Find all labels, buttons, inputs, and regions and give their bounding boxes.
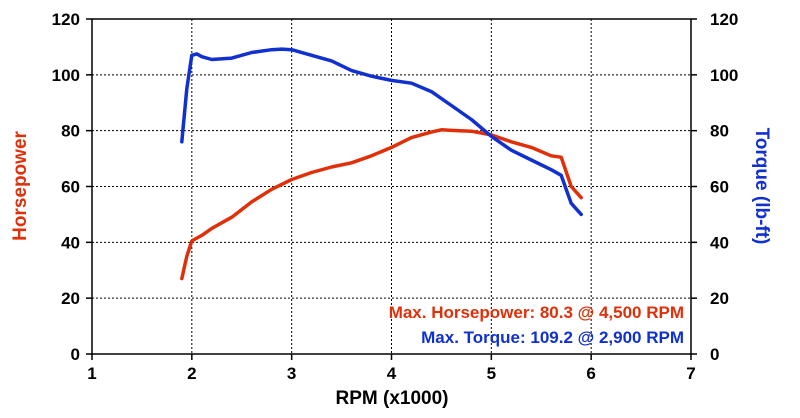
right-y-tick-label: 60 <box>710 178 729 197</box>
right-y-tick-labels: 0 20 40 60 80 100 120 <box>691 10 738 364</box>
series-lines <box>180 47 583 281</box>
x-tick-label: 6 <box>586 364 595 383</box>
left-y-tick-label: 20 <box>61 289 80 308</box>
x-tick-label: 2 <box>187 364 196 383</box>
x-tick-labels: 1 2 3 4 5 6 7 <box>87 354 696 383</box>
x-tick-label: 1 <box>87 364 96 383</box>
left-y-tick-label: 40 <box>61 233 80 252</box>
left-y-tick-label: 80 <box>61 122 80 141</box>
x-tick-label: 4 <box>387 364 397 383</box>
right-y-tick-label: 0 <box>710 345 719 364</box>
left-y-tick-labels: 0 20 40 60 80 100 120 <box>52 10 92 364</box>
left-y-axis-title: Horsepower <box>10 130 31 240</box>
left-y-tick-label: 120 <box>52 10 80 29</box>
right-y-tick-label: 120 <box>710 10 738 29</box>
torque-line <box>180 47 583 217</box>
x-tick-label: 3 <box>287 364 296 383</box>
right-y-tick-label: 20 <box>710 289 729 308</box>
right-y-tick-label: 40 <box>710 233 729 252</box>
left-y-tick-label: 100 <box>52 66 80 85</box>
x-tick-label: 5 <box>487 364 496 383</box>
right-y-tick-label: 80 <box>710 122 729 141</box>
horsepower-line <box>180 128 583 281</box>
max-torque-annotation: Max. Torque: 109.2 @ 2,900 RPM <box>421 328 684 347</box>
left-y-tick-label: 60 <box>61 178 80 197</box>
x-tick-label: 7 <box>686 364 695 383</box>
left-y-tick-label: 0 <box>71 345 80 364</box>
x-axis-title: RPM (x1000) <box>336 388 449 409</box>
max-horsepower-annotation: Max. Horsepower: 80.3 @ 4,500 RPM <box>389 303 684 322</box>
right-y-tick-label: 100 <box>710 66 738 85</box>
right-y-axis-title: Torque (lb-ft) <box>751 128 772 245</box>
